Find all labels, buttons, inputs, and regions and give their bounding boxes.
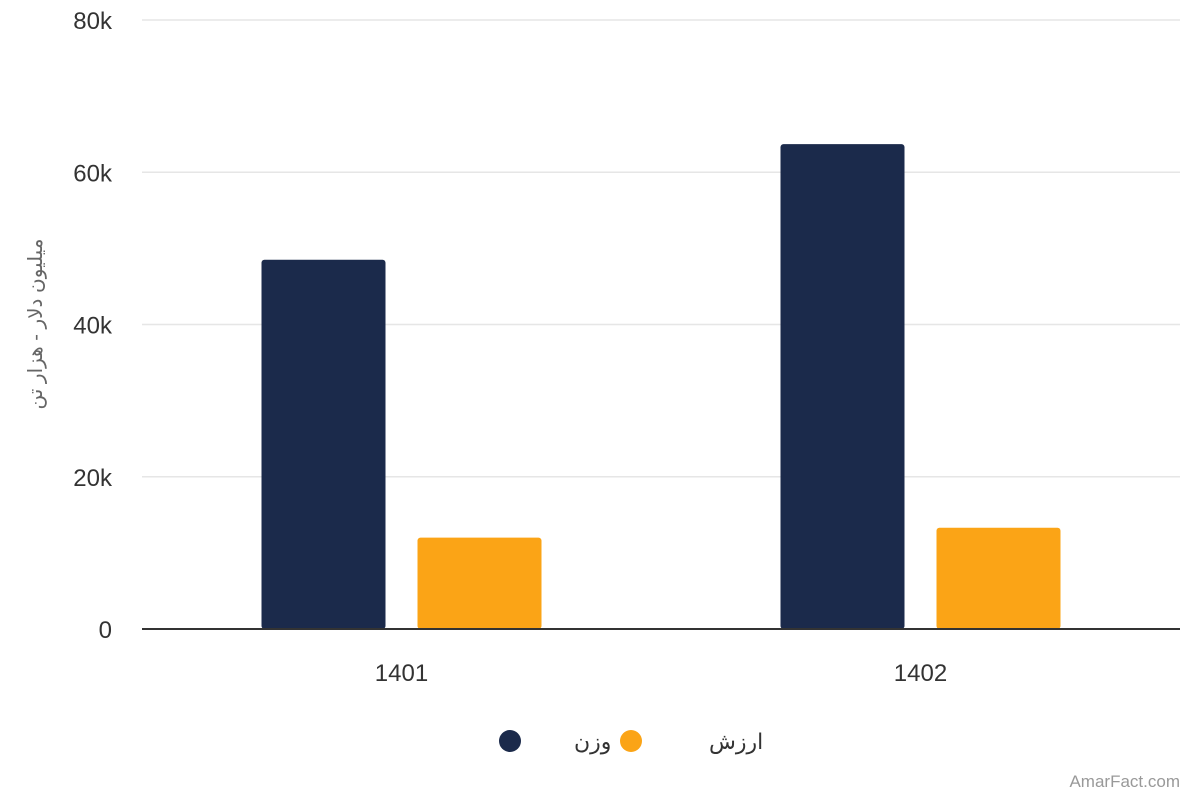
legend-label: وزن (574, 729, 611, 754)
x-tick-label: 1402 (894, 660, 947, 687)
legend-item[interactable]: ارزش (620, 729, 763, 755)
y-tick-label: 0 (99, 617, 112, 644)
bar[interactable] (936, 527, 1061, 629)
y-tick-label: 40k (73, 313, 113, 340)
x-tick-label: 1401 (375, 660, 428, 687)
y-axis-ticks: 0 20k 40k 60k 80k (73, 8, 113, 644)
y-tick-label: 80k (73, 8, 113, 35)
legend[interactable]: وزن ارزش (499, 729, 763, 755)
bar[interactable] (417, 537, 542, 629)
x-axis-ticks: 1401 1402 (375, 660, 947, 687)
legend-label: ارزش (709, 729, 763, 755)
credit-text[interactable]: AmarFact.com (1069, 772, 1180, 791)
bar[interactable] (780, 144, 905, 630)
legend-item[interactable]: وزن (499, 729, 611, 754)
legend-marker (620, 730, 642, 752)
bars (261, 144, 1061, 630)
y-axis-label: میلیون دلار - هزار تن (25, 239, 47, 410)
y-tick-label: 60k (73, 160, 113, 187)
legend-marker (499, 730, 521, 752)
y-tick-label: 20k (73, 465, 113, 492)
bar[interactable] (261, 259, 386, 629)
